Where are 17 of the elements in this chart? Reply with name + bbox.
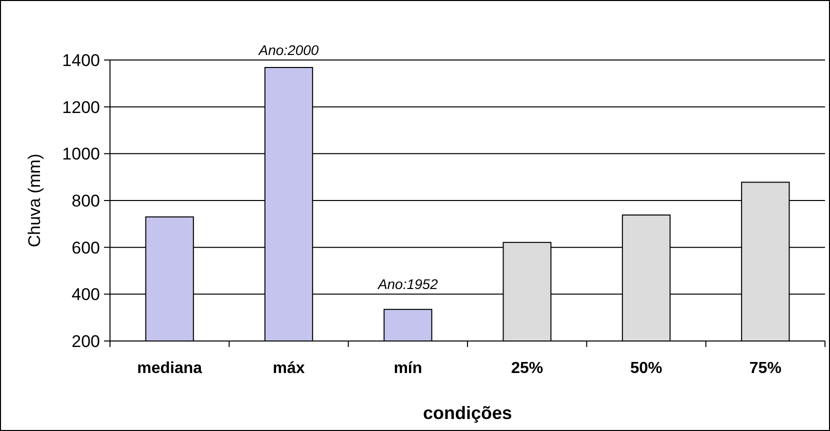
x-tick-label: mediana — [137, 360, 202, 377]
y-tick-label: 200 — [72, 332, 100, 351]
x-tick-label: máx — [272, 360, 305, 377]
y-tick-label: 1200 — [62, 98, 100, 117]
annotation: Ano:2000 — [258, 42, 319, 58]
y-axis-title: Chuva (mm) — [25, 154, 44, 248]
y-tick-label: 600 — [72, 238, 100, 258]
x-tick-label: 50% — [630, 360, 662, 377]
y-tick-label: 1000 — [62, 144, 100, 164]
x-tick-label: 75% — [749, 360, 782, 377]
x-tick-label: 25% — [511, 360, 544, 377]
y-tick-label: 800 — [72, 191, 100, 210]
annotation: Ano:1952 — [376, 276, 438, 292]
x-tick-label: mín — [394, 360, 422, 377]
y-tick-label: 400 — [72, 285, 100, 304]
x-axis-title: condições — [422, 403, 512, 423]
y-tick-label: 1400 — [62, 50, 100, 70]
